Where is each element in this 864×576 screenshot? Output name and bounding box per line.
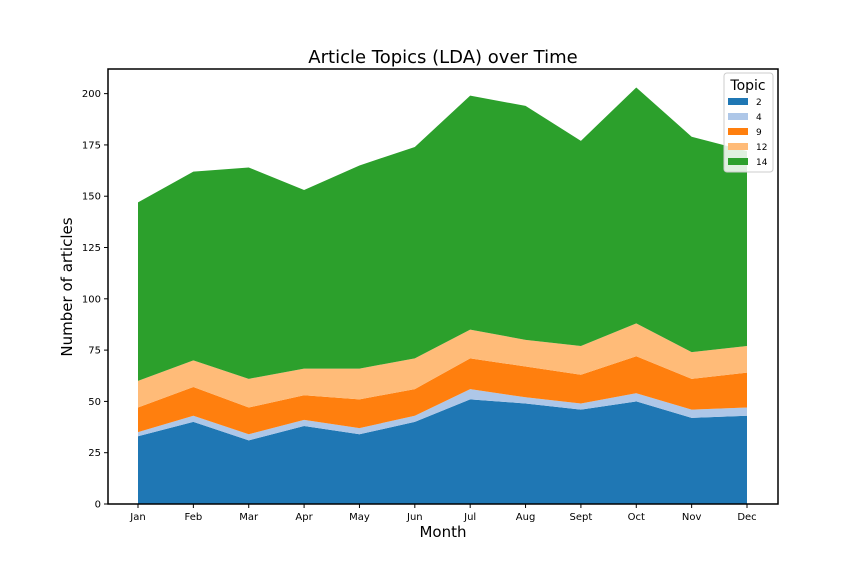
x-tick-label: Apr (295, 512, 313, 523)
x-tick-label: Mar (239, 512, 259, 523)
legend: Topic 2 4 9 12 14 (723, 72, 774, 173)
area-series-12 (138, 323, 747, 408)
x-tick-label: Jun (406, 512, 423, 523)
x-tick-label: Jul (463, 512, 476, 523)
y-tick-label: 100 (82, 294, 101, 305)
x-axis-label: Month (419, 523, 466, 541)
legend-label-4: 4 (756, 113, 762, 123)
y-tick-label: 50 (88, 397, 101, 408)
legend-swatch-12 (728, 143, 748, 150)
y-tick-label: 125 (82, 243, 101, 254)
x-tick-label: Nov (682, 512, 702, 523)
y-tick-label: 150 (82, 192, 101, 203)
x-tick-label: Jan (129, 512, 145, 523)
area-series-2 (138, 399, 747, 504)
legend-label-14: 14 (756, 158, 768, 168)
y-tick-label: 0 (95, 500, 101, 511)
area-series-9 (138, 356, 747, 435)
legend-label-2: 2 (756, 98, 762, 108)
legend-label-12: 12 (756, 143, 767, 153)
y-tick-label: 175 (82, 140, 101, 151)
y-tick-label: 25 (88, 448, 101, 459)
x-tick-label: Aug (516, 512, 536, 523)
plot-frame (107, 68, 779, 505)
y-axis-label: Number of articles (58, 217, 76, 356)
chart-title: Article Topics (LDA) over Time (308, 47, 577, 68)
x-axis: Jan Feb Mar Apr May Jun Jul Aug Sept Oct Nov Dec (129, 504, 757, 523)
legend-swatch-9 (728, 128, 748, 135)
y-tick-label: 75 (88, 346, 101, 357)
legend-swatch-4 (728, 113, 748, 120)
x-tick-label: May (349, 512, 370, 523)
legend-title: Topic (729, 78, 765, 94)
legend-swatch-2 (728, 98, 748, 105)
x-tick-label: Sept (570, 512, 593, 523)
x-tick-label: Dec (737, 512, 756, 523)
plot-areas (138, 87, 747, 504)
x-tick-label: Oct (628, 512, 645, 523)
y-axis: 0 25 50 75 100 125 150 175 200 (82, 89, 108, 511)
area-series-14 (138, 87, 747, 381)
x-tick-label: Feb (185, 512, 203, 523)
y-tick-label: 200 (82, 89, 101, 100)
legend-swatch-14 (728, 158, 748, 165)
legend-label-9: 9 (756, 128, 762, 138)
area-series-4 (138, 389, 747, 441)
